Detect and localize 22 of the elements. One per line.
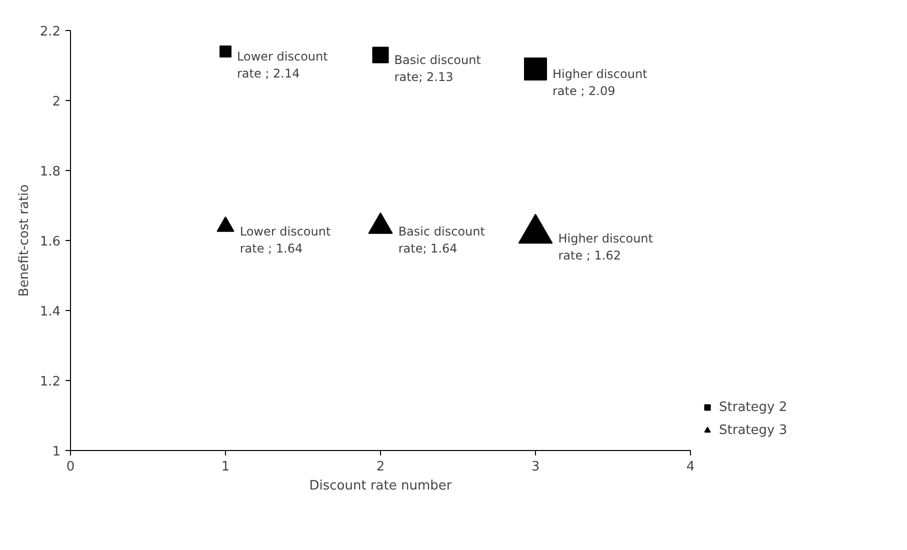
data-label: Basic discount rate; 1.64	[398, 224, 486, 256]
data-label: Lower discount rate ; 1.64	[240, 224, 331, 256]
data-label: Basic discount rate; 2.13	[394, 53, 482, 84]
data-label: Lower discount rate ; 2.14	[237, 50, 328, 80]
x-tick-label: 1	[221, 460, 230, 474]
y-tick-label: 2.2	[40, 24, 61, 40]
legend-label: Strategy 3	[719, 422, 788, 438]
data-label: Higher discount rate ; 2.09	[552, 67, 648, 98]
y-tick-label: 1.8	[40, 164, 61, 180]
x-tick-label: 3	[531, 460, 540, 474]
y-tick-label: 1.6	[40, 234, 61, 250]
y-tick-label: 1	[52, 444, 61, 460]
data-label: Higher discount rate ; 1.62	[558, 232, 654, 262]
legend-label: Strategy 2	[719, 400, 788, 414]
y-tick-label: 2	[52, 94, 61, 110]
y-tick-label: 1.2	[40, 374, 61, 390]
x-tick-label: 0	[66, 460, 75, 474]
y-axis-title: Benefit-cost ratio	[16, 184, 32, 297]
x-axis-title: Discount rate number	[309, 478, 452, 494]
x-tick-label: 4	[686, 460, 695, 474]
x-tick-label: 2	[376, 460, 385, 474]
y-tick-label: 1.4	[40, 304, 61, 320]
